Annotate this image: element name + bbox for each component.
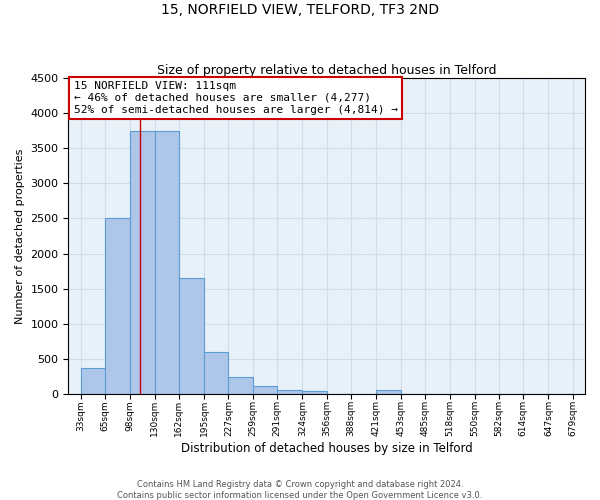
Text: Contains HM Land Registry data © Crown copyright and database right 2024.
Contai: Contains HM Land Registry data © Crown c…	[118, 480, 482, 500]
Bar	[105, 218, 130, 394]
Bar	[155, 131, 179, 394]
Bar	[179, 278, 204, 394]
Text: 15, NORFIELD VIEW, TELFORD, TF3 2ND: 15, NORFIELD VIEW, TELFORD, TF3 2ND	[161, 2, 439, 16]
X-axis label: Distribution of detached houses by size in Telford: Distribution of detached houses by size …	[181, 442, 473, 455]
Bar	[277, 390, 302, 394]
Bar	[80, 368, 105, 394]
Y-axis label: Number of detached properties: Number of detached properties	[15, 148, 25, 324]
Bar	[130, 131, 155, 394]
Bar	[204, 352, 229, 394]
Bar	[253, 386, 277, 394]
Text: 15 NORFIELD VIEW: 111sqm
← 46% of detached houses are smaller (4,277)
52% of sem: 15 NORFIELD VIEW: 111sqm ← 46% of detach…	[74, 82, 398, 114]
Bar	[302, 391, 327, 394]
Bar	[376, 390, 401, 394]
Bar	[229, 376, 253, 394]
Title: Size of property relative to detached houses in Telford: Size of property relative to detached ho…	[157, 64, 496, 77]
